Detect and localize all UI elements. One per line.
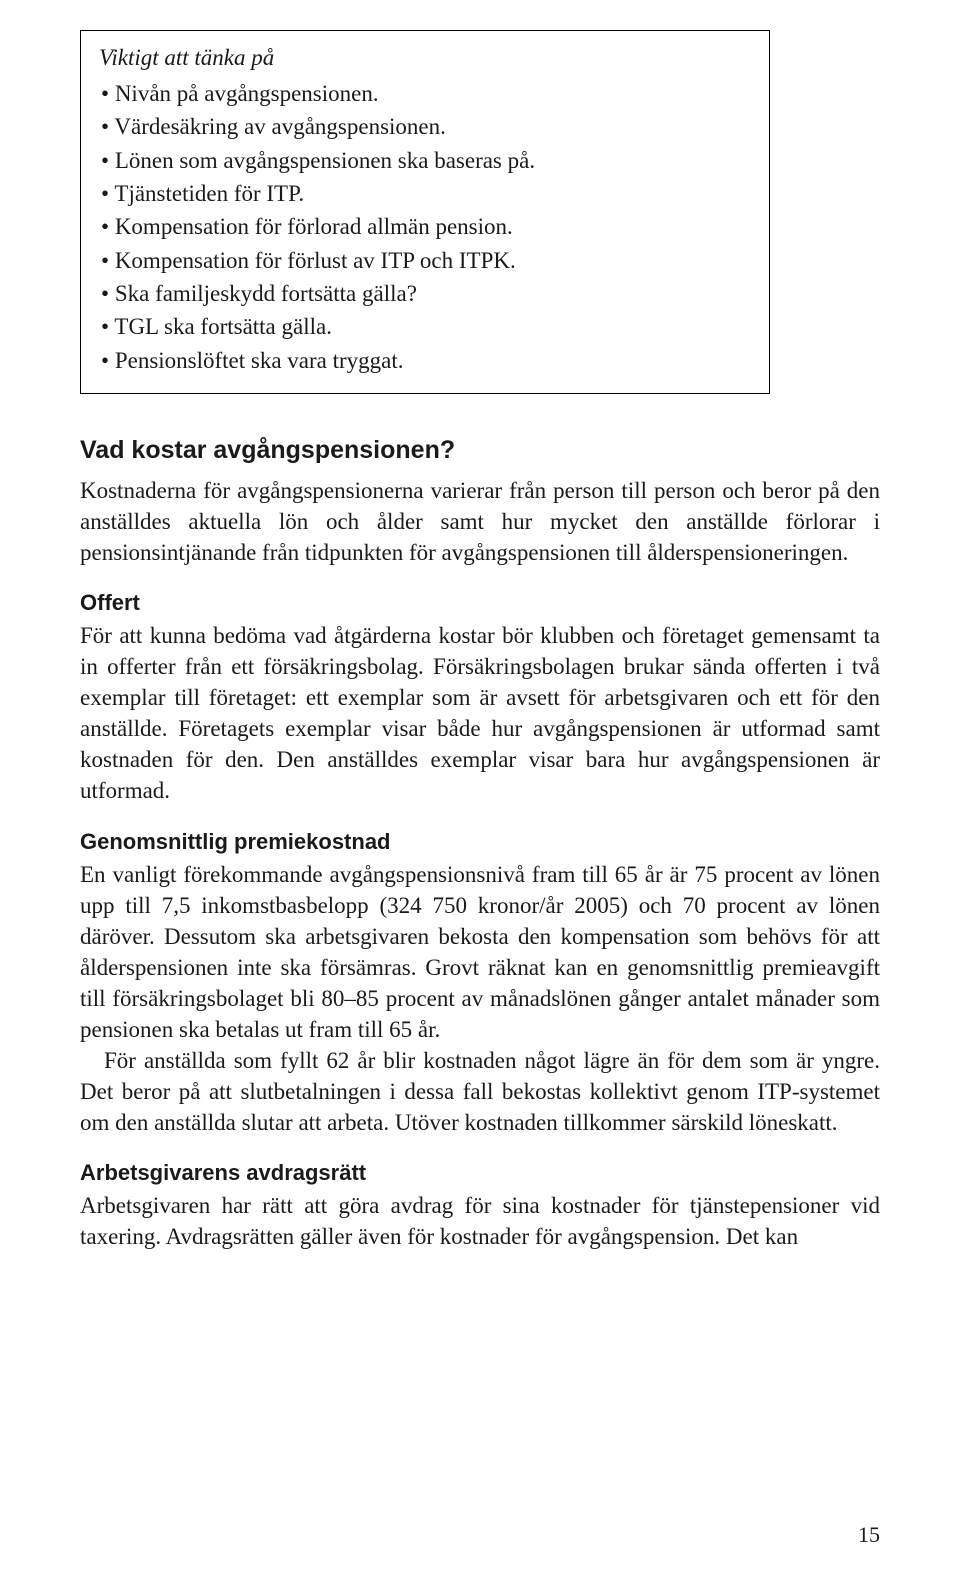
section-heading-cost: Vad kostar avgångspensionen? [80, 436, 880, 465]
body-paragraph: För att kunna bedöma vad åtgärderna kost… [80, 620, 880, 806]
sub-heading-premiekostnad: Genomsnittlig premiekostnad [80, 829, 880, 855]
callout-item: Värdesäkring av avgångspensionen. [99, 110, 751, 143]
body-paragraph: Kostnaderna för avgångspensionerna varie… [80, 475, 880, 568]
callout-item: TGL ska fortsätta gälla. [99, 310, 751, 343]
callout-item: Kompensation för förlust av ITP och ITPK… [99, 244, 751, 277]
page-number: 15 [858, 1522, 880, 1548]
callout-item: Tjänstetiden för ITP. [99, 177, 751, 210]
body-paragraph: Arbetsgivaren har rätt att göra avdrag f… [80, 1190, 880, 1252]
callout-item: Nivån på avgångspensionen. [99, 77, 751, 110]
callout-title: Viktigt att tänka på [99, 45, 751, 71]
callout-item: Ska familjeskydd fortsätta gälla? [99, 277, 751, 310]
callout-item: Lönen som avgångspensionen ska baseras p… [99, 144, 751, 177]
sub-heading-offert: Offert [80, 590, 880, 616]
callout-item: Pensionslöftet ska vara tryggat. [99, 344, 751, 377]
body-paragraph: För anställda som fyllt 62 år blir kostn… [80, 1045, 880, 1138]
body-paragraph: En vanligt förekommande avgångspensionsn… [80, 859, 880, 1045]
callout-box: Viktigt att tänka på Nivån på avgångspen… [80, 30, 770, 394]
sub-heading-avdragsratt: Arbetsgivarens avdragsrätt [80, 1160, 880, 1186]
callout-item: Kompensation för förlorad allmän pension… [99, 210, 751, 243]
